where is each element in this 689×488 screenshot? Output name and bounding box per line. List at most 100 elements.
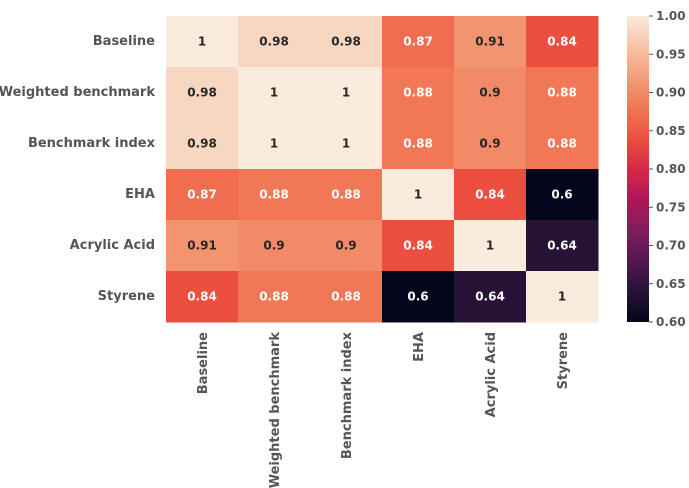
- heatmap-cell-weighted-benchmark-weighted-benchmark: [238, 67, 311, 119]
- heatmap-cell-benchmark-index-baseline: [166, 118, 239, 170]
- cell-value-label: 0.88: [403, 86, 433, 100]
- cell-value-label: 0.84: [475, 188, 505, 202]
- cell-value-label: 0.98: [187, 137, 217, 151]
- x-tick-label-baseline: Baseline: [196, 332, 211, 394]
- heatmap-cell-styrene-baseline: [166, 271, 239, 323]
- heatmap-cell-acrylic-acid-weighted-benchmark: [238, 220, 311, 272]
- heatmap-cell-weighted-benchmark-eha: [382, 67, 455, 119]
- cell-value-label: 1: [270, 137, 278, 151]
- heatmap-cells: [166, 16, 599, 323]
- heatmap-cell-styrene-styrene: [526, 271, 599, 323]
- cell-value-label: 0.9: [263, 239, 284, 253]
- heatmap-cell-eha-styrene: [526, 169, 599, 221]
- heatmap-cell-benchmark-index-benchmark-index: [310, 118, 383, 170]
- heatmap-cell-weighted-benchmark-acrylic-acid: [454, 67, 527, 119]
- cell-value-label: 1: [342, 86, 350, 100]
- heatmap-cell-baseline-styrene: [526, 16, 599, 68]
- heatmap-cell-baseline-eha: [382, 16, 455, 68]
- heatmap-cell-weighted-benchmark-benchmark-index: [310, 67, 383, 119]
- cell-value-label: 0.91: [475, 35, 505, 49]
- heatmap-cell-benchmark-index-styrene: [526, 118, 599, 170]
- x-tick-label-styrene: Styrene: [556, 332, 571, 390]
- cell-value-label: 0.6: [407, 290, 428, 304]
- cell-value-label: 1: [558, 290, 566, 304]
- cell-value-label: 0.9: [479, 137, 500, 151]
- heatmap-cell-eha-eha: [382, 169, 455, 221]
- y-tick-label-styrene: Styrene: [98, 289, 156, 304]
- colorbar-tick-label: 0.80: [656, 162, 686, 176]
- heatmap-cell-baseline-acrylic-acid: [454, 16, 527, 68]
- colorbar-tick-label: 1.00: [656, 9, 686, 23]
- heatmap-cell-eha-baseline: [166, 169, 239, 221]
- cell-value-label: 0.98: [259, 35, 289, 49]
- heatmap-cell-styrene-weighted-benchmark: [238, 271, 311, 323]
- cell-value-label: 0.98: [331, 35, 361, 49]
- cell-value-label: 0.64: [475, 290, 505, 304]
- colorbar-tick-label: 0.85: [656, 124, 686, 138]
- heatmap-cell-eha-benchmark-index: [310, 169, 383, 221]
- cell-value-label: 0.84: [547, 35, 577, 49]
- cell-value-label: 0.88: [331, 290, 361, 304]
- cell-value-label: 1: [198, 35, 206, 49]
- cell-value-label: 0.88: [547, 137, 577, 151]
- cell-value-label: 0.88: [259, 290, 289, 304]
- cell-value-label: 0.6: [551, 188, 572, 202]
- heatmap-cell-eha-acrylic-acid: [454, 169, 527, 221]
- heatmap-cell-weighted-benchmark-styrene: [526, 67, 599, 119]
- heatmap-cell-eha-weighted-benchmark: [238, 169, 311, 221]
- cell-value-label: 1: [270, 86, 278, 100]
- heatmap-cell-acrylic-acid-benchmark-index: [310, 220, 383, 272]
- cell-value-label: 0.9: [479, 86, 500, 100]
- colorbar-tick-label: 0.95: [656, 47, 686, 61]
- colorbar-tick-label: 0.75: [656, 200, 686, 214]
- cell-value-label: 0.87: [403, 35, 433, 49]
- x-tick-label-eha: EHA: [412, 332, 427, 362]
- cell-value-label: 0.98: [187, 86, 217, 100]
- y-tick-label-eha: EHA: [125, 187, 155, 202]
- cell-value-label: 1: [414, 188, 422, 202]
- heatmap-cell-styrene-eha: [382, 271, 455, 323]
- y-tick-label-acrylic-acid: Acrylic Acid: [70, 238, 155, 253]
- x-tick-label-acrylic-acid: Acrylic Acid: [484, 332, 499, 417]
- heatmap-cell-acrylic-acid-styrene: [526, 220, 599, 272]
- cell-value-label: 1: [486, 239, 494, 253]
- heatmap-cell-benchmark-index-weighted-benchmark: [238, 118, 311, 170]
- y-tick-labels: Baseline Weighted benchmark Benchmark inde…: [0, 34, 156, 304]
- cell-value-label: 0.87: [187, 188, 217, 202]
- heatmap-cell-acrylic-acid-eha: [382, 220, 455, 272]
- colorbar: 0.60 0.65 0.70 0.75 0.80 0.85 0.90 0.95 1.00: [627, 9, 686, 329]
- cell-value-label: 0.88: [331, 188, 361, 202]
- cell-value-label: 0.84: [403, 239, 433, 253]
- heatmap-cell-baseline-weighted-benchmark: [238, 16, 311, 68]
- cell-value-label: 0.88: [259, 188, 289, 202]
- colorbar-ticks: 0.60 0.65 0.70 0.75 0.80 0.85 0.90 0.95 1.00: [649, 9, 686, 329]
- heatmap-cell-baseline-baseline: [166, 16, 239, 68]
- x-tick-label-benchmark-index: Benchmark index: [340, 331, 355, 459]
- cell-value-label: 1: [342, 137, 350, 151]
- heatmap-cell-weighted-benchmark-baseline: [166, 67, 239, 119]
- heatmap-cell-benchmark-index-acrylic-acid: [454, 118, 527, 170]
- y-tick-label-weighted-benchmark: Weighted benchmark: [0, 85, 155, 100]
- x-tick-labels: Baseline Weighted benchmark Benchmark inde…: [196, 331, 571, 488]
- heatmap-cell-baseline-benchmark-index: [310, 16, 383, 68]
- cell-value-label: 0.84: [187, 290, 217, 304]
- colorbar-tick-label: 0.65: [656, 277, 686, 291]
- heatmap-cell-styrene-benchmark-index: [310, 271, 383, 323]
- y-tick-label-baseline: Baseline: [93, 34, 155, 49]
- colorbar-tick-label: 0.90: [656, 86, 686, 100]
- cell-value-label: 0.9: [335, 239, 356, 253]
- heatmap-cell-styrene-acrylic-acid: [454, 271, 527, 323]
- x-tick-label-weighted-benchmark: Weighted benchmark: [268, 332, 283, 488]
- heatmap-cell-acrylic-acid-baseline: [166, 220, 239, 272]
- colorbar-tick-label: 0.70: [656, 239, 686, 253]
- cell-value-label: 0.88: [547, 86, 577, 100]
- cell-value-label: 0.91: [187, 239, 217, 253]
- cell-value-label: 0.88: [403, 137, 433, 151]
- cell-value-label: 0.64: [547, 239, 577, 253]
- colorbar-gradient: [627, 16, 649, 322]
- heatmap-cell-acrylic-acid-acrylic-acid: [454, 220, 527, 272]
- y-tick-label-benchmark-index: Benchmark index: [28, 136, 156, 151]
- heatmap-cell-benchmark-index-eha: [382, 118, 455, 170]
- colorbar-tick-label: 0.60: [656, 315, 686, 329]
